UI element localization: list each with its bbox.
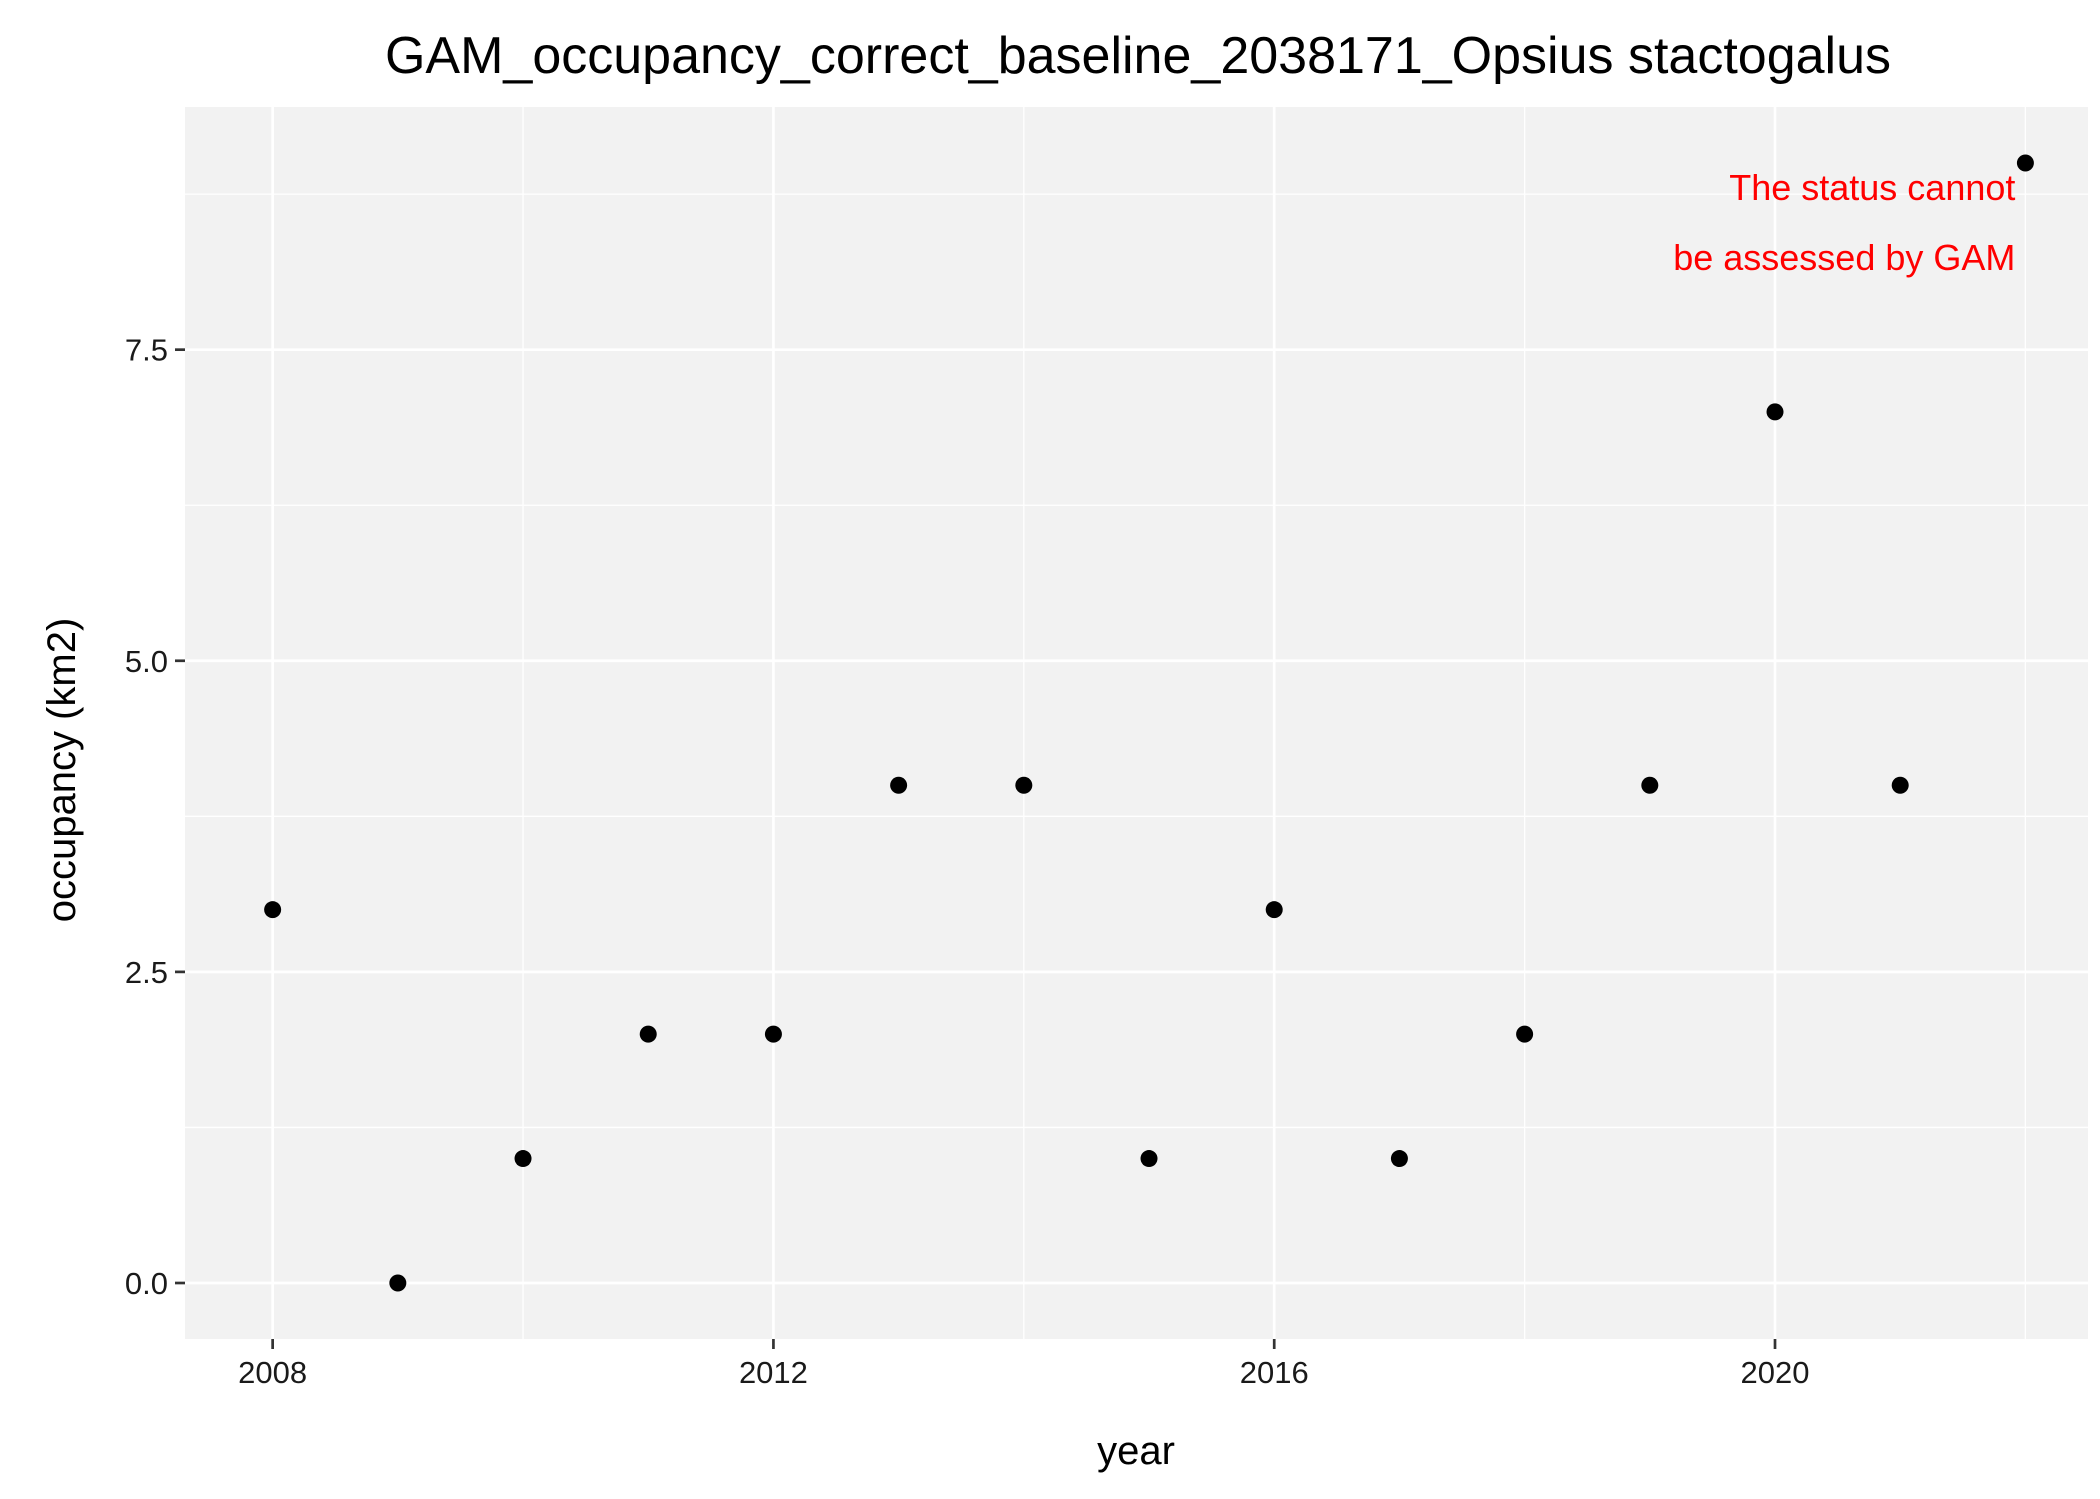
data-point [389,1274,407,1292]
axis-ticks [175,348,1777,1349]
y-axis-title: occupancy (km2) [40,618,84,923]
data-point [1015,776,1033,794]
x-tick-label: 2008 [238,1355,307,1390]
y-tick-label: 2.5 [125,955,168,990]
annotation-line: The status cannot [1729,167,2015,208]
data-point [639,1025,657,1043]
data-point [514,1150,532,1168]
x-tick-label: 2012 [739,1355,808,1390]
data-point [1265,901,1283,919]
y-tick-label: 5.0 [125,644,168,679]
y-tick-label: 0.0 [125,1266,168,1301]
y-tick-label: 7.5 [125,333,168,368]
data-point [2016,154,2034,172]
x-tick-label: 2020 [1741,1355,1810,1390]
data-point [1766,403,1784,421]
data-point [1641,776,1659,794]
y-tick-labels: 0.0 2.5 5.0 7.5 [125,333,168,1301]
annotation: The status cannot be assessed by GAM [1673,167,2015,278]
data-point [1516,1025,1534,1043]
data-point [1891,776,1909,794]
data-point [890,776,908,794]
x-axis-title: year [1097,1429,1175,1473]
plot-panel [185,107,2088,1339]
major-gridlines [185,107,2088,1339]
data-point [1390,1150,1408,1168]
data-point [1140,1150,1158,1168]
chart-title: GAM_occupancy_correct_baseline_2038171_O… [385,27,1891,85]
x-tick-label: 2016 [1240,1355,1309,1390]
data-points [264,154,2034,1292]
annotation-line: be assessed by GAM [1673,237,2015,278]
minor-gridlines [185,107,2088,1339]
data-point [764,1025,782,1043]
data-point [264,901,282,919]
x-tick-labels: 2008 2012 2016 2020 [238,1355,1809,1390]
